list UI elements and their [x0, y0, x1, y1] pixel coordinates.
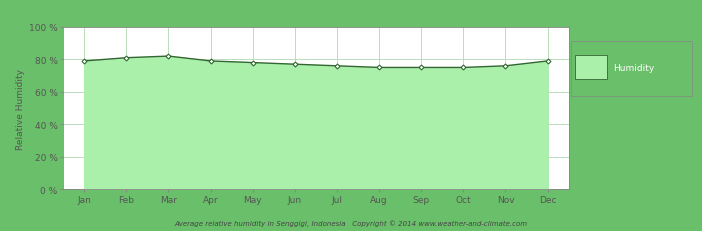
- Y-axis label: Relative Humidity: Relative Humidity: [15, 68, 25, 149]
- Text: Average relative humidity in Senggigi, Indonesia   Copyright © 2014 www.weather-: Average relative humidity in Senggigi, I…: [174, 220, 528, 226]
- FancyBboxPatch shape: [571, 42, 692, 97]
- FancyBboxPatch shape: [575, 55, 607, 80]
- Text: Humidity: Humidity: [613, 64, 654, 72]
